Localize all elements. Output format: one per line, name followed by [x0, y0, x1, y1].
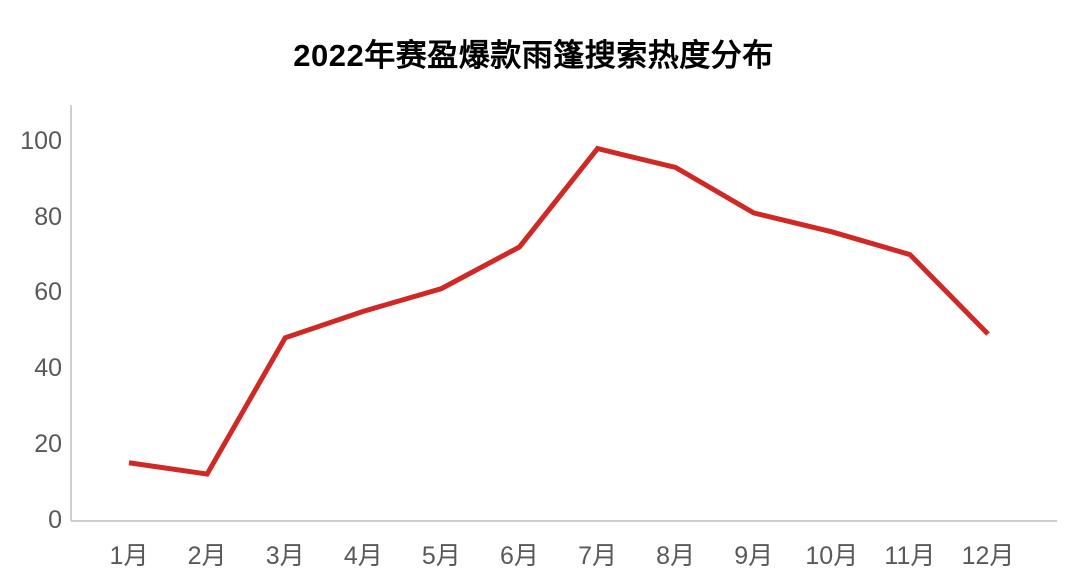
x-tick-label: 1月: [109, 542, 149, 570]
x-tick-label: 10月: [805, 542, 859, 570]
y-tick-label: 80: [34, 202, 62, 231]
x-tick-label: 9月: [734, 542, 774, 570]
x-tick-label: 3月: [265, 542, 305, 570]
x-tick-label: 6月: [500, 542, 539, 570]
x-tick-label: 5月: [421, 542, 461, 570]
x-tick-label: 2月: [187, 542, 227, 570]
x-tick-label: 11月: [884, 542, 936, 570]
y-tick-label: 0: [48, 505, 62, 534]
y-tick-label: 100: [20, 127, 62, 155]
y-tick-label: 60: [34, 278, 62, 307]
series-line: [128, 145, 990, 477]
x-tick-label: 4月: [343, 542, 383, 570]
x-tick-label: 7月: [578, 542, 617, 570]
x-tick-label: 12月: [961, 542, 1015, 570]
y-tick-label: 20: [34, 429, 62, 458]
y-tick-label: 40: [34, 354, 62, 383]
chart-title: 2022年赛盈爆款雨篷搜索热度分布: [293, 38, 774, 73]
x-tick-label: 8月: [656, 542, 696, 570]
